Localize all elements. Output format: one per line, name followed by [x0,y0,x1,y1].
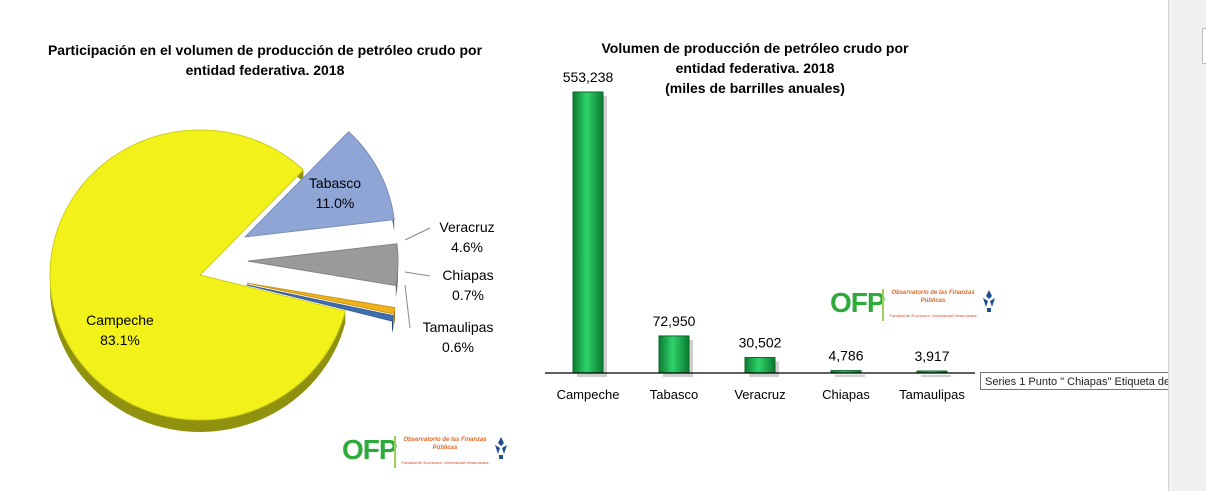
ofp-logo-name: Observatorio de las Finanzas Públicas [891,290,975,304]
pie-chart-title: Participación en el volumen de producció… [47,42,483,78]
data-label-tooltip: Series 1 Punto " Chiapas" Etiqueta de da… [980,372,1200,390]
bar-chart-title: Volumen de producción de petróleo crudo … [601,40,909,96]
ofp-logo-institution: Facultad de Economía. Universidad Veracr… [889,313,977,318]
bar-value-label: 553,238 [563,69,614,85]
ofp-logo-acronym: OFP [830,287,886,318]
pie-leader-line [404,227,431,241]
bar-value-label: 30,502 [739,335,782,351]
pie-slice-tabasco[interactable] [243,131,395,238]
ofp-logo-institution: Facultad de Economía. Universidad Veracr… [401,460,489,465]
bar-chart: 553,238 Campeche 72,950 Tabasco 30,502 Veracr… [545,69,975,402]
pie-label-category: Tabasco [309,175,361,191]
pie-slice-chiapas[interactable] [247,282,396,315]
pie-label-category: Veracruz [439,219,494,235]
pie-label-percent: 83.1% [100,332,140,348]
pie-slice-side [393,307,395,326]
pie-slice-campeche[interactable] [49,129,346,421]
bar-value-label: 72,950 [653,313,696,329]
bar-tabasco[interactable] [658,335,690,374]
bar-category-label: Tabasco [650,387,698,402]
uv-emblem-icon [983,290,995,312]
panel-handle[interactable] [1202,28,1206,64]
bar-veracruz[interactable] [744,357,776,374]
pie-label-percent: 0.6% [442,339,474,355]
pie-chart: Campeche 83.1% Tabasco 11.0% Veracruz 4.6% Chi… [49,129,495,433]
pie-label-category: Campeche [86,312,154,328]
bar-shadow [835,374,865,377]
bar-campeche[interactable] [572,91,604,374]
ofp-logo-name: Observatorio de las Finanzas Públicas [403,437,487,451]
bar-value-label: 3,917 [914,348,949,364]
pie-label-percent: 0.7% [452,287,484,303]
bar-category-label: Campeche [557,387,620,402]
side-panel [1168,0,1206,491]
pie-leader-line [404,271,431,277]
pie-slice-veracruz[interactable] [247,243,399,287]
ofp-logo-pie: OFP Observatorio de las Finanzas Pública… [342,432,517,472]
pie-leader-line [404,284,411,329]
bar-category-label: Chiapas [822,387,870,402]
uv-emblem-icon [495,437,507,459]
bar-category-label: Veracruz [734,387,785,402]
ofp-logo-bar: OFP Observatorio de las Finanzas Pública… [830,285,1005,325]
pie-label-percent: 4.6% [451,239,483,255]
pie-slice-tamaulipas[interactable] [246,284,394,322]
bar-category-label: Tamaulipas [899,387,965,402]
ofp-logo-acronym: OFP [342,434,398,465]
pie-label-percent: 11.0% [316,195,355,211]
pie-label-category: Tamaulipas [423,319,494,335]
pie-label-category: Chiapas [442,267,493,283]
bar-value-label: 4,786 [828,348,863,364]
bar-shadow [921,375,951,377]
